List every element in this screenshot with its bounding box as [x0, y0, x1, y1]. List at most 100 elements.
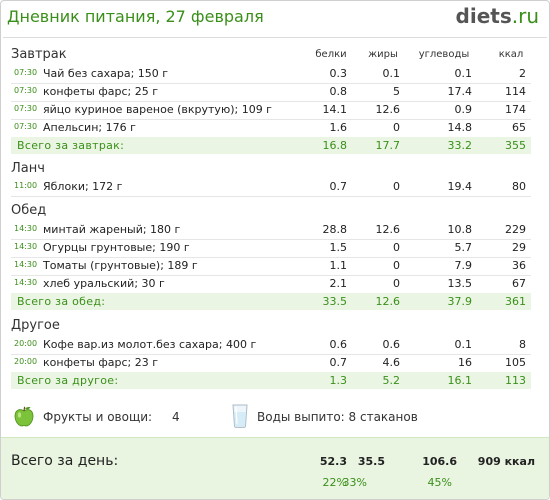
entry-time: 20:00: [14, 339, 38, 348]
carbs-value: 0.1: [454, 338, 473, 351]
protein-value: 2.1: [329, 277, 348, 290]
total-carbs: 37.9: [447, 295, 473, 308]
day-protein: 52.3: [319, 455, 347, 468]
food-name[interactable]: минтай жареный; 180 г: [43, 223, 181, 236]
header: Дневник питания, 27 февраля diets.ru: [1, 1, 549, 37]
total-protein: 16.8: [322, 139, 348, 152]
total-carbs: 33.2: [447, 139, 473, 152]
day-fat-percent: 33%: [342, 476, 367, 489]
carbs-value: 10.8: [447, 223, 473, 236]
day-fat: 35.5: [357, 455, 385, 468]
total-protein: 33.5: [322, 295, 348, 308]
protein-value: 0.8: [329, 85, 348, 98]
table-row[interactable]: 07:30 Чай без сахара; 150 г 0.3 0.1 0.1 …: [11, 65, 531, 84]
carbs-value: 16: [458, 356, 472, 369]
total-protein: 1.3: [329, 374, 348, 387]
meal-title-dinner: Обед: [11, 203, 47, 218]
day-total-summary: Всего за день: 52.3 35.5 106.6 909 ккал …: [1, 437, 549, 499]
food-name[interactable]: Томаты (грунтовые); 189 г: [43, 259, 198, 272]
fat-value: 0.1: [382, 67, 401, 80]
daily-extras: Фрукты и овощи: 4 Воды выпито: 8 стакано…: [11, 403, 531, 433]
page-title: Дневник питания, 27 февраля: [7, 7, 264, 26]
kcal-value: 2: [519, 67, 526, 80]
carbs-value: 0.1: [454, 67, 473, 80]
meal-title-other: Другое: [11, 318, 60, 333]
fat-value: 0: [393, 277, 400, 290]
protein-value: 1.5: [329, 241, 348, 254]
total-label: Всего за другое:: [17, 374, 119, 387]
fat-value: 0: [393, 259, 400, 272]
food-name[interactable]: Кофе вар.из молот.без сахара; 400 г: [43, 338, 257, 351]
protein-value: 0.7: [329, 356, 348, 369]
logo-tld: .ru: [511, 4, 539, 28]
protein-value: 0.7: [329, 180, 348, 193]
entry-time: 07:30: [14, 122, 38, 131]
total-label: Всего за обед:: [17, 295, 106, 308]
fat-value: 0: [393, 180, 400, 193]
entry-time: 20:00: [14, 357, 38, 366]
table-row[interactable]: 14:30 хлеб уральский; 30 г 2.1 0 13.5 67: [11, 275, 531, 294]
meal-total-other: Всего за другое: 1.3 5.2 16.1 113: [11, 372, 531, 389]
food-name[interactable]: Апельсин; 176 г: [43, 121, 136, 134]
table-row[interactable]: 20:00 конфеты фарс; 23 г 0.7 4.6 16 105: [11, 354, 531, 373]
day-total-label: Всего за день:: [11, 453, 119, 469]
food-name[interactable]: хлеб уральский; 30 г: [43, 277, 165, 290]
total-kcal: 355: [505, 139, 526, 152]
header-divider: [3, 37, 547, 38]
table-row[interactable]: 07:30 яйцо куриное вареное (вкрутую); 10…: [11, 101, 531, 120]
total-kcal: 113: [505, 374, 526, 387]
day-carbs: 106.6: [422, 455, 457, 468]
kcal-value: 114: [505, 85, 526, 98]
table-row[interactable]: 14:30 Огурцы грунтовые; 190 г 1.5 0 5.7 …: [11, 239, 531, 258]
protein-value: 1.6: [329, 121, 348, 134]
food-name[interactable]: конфеты фарс; 25 г: [43, 85, 158, 98]
day-protein-percent: 22%: [322, 476, 347, 489]
table-row[interactable]: 14:30 Томаты (грунтовые); 189 г 1.1 0 7.…: [11, 257, 531, 276]
protein-value: 0.6: [329, 338, 348, 351]
kcal-value: 65: [512, 121, 526, 134]
table-row[interactable]: 14:30 минтай жареный; 180 г 28.8 12.6 10…: [11, 221, 531, 240]
protein-value: 28.8: [322, 223, 348, 236]
food-name[interactable]: Чай без сахара; 150 г: [43, 67, 169, 80]
kcal-value: 105: [505, 356, 526, 369]
column-header-protein: белки: [315, 49, 347, 60]
day-kcal: 909 ккал: [477, 455, 535, 468]
fat-value: 0: [393, 121, 400, 134]
table-row[interactable]: 07:30 Апельсин; 176 г 1.6 0 14.8 65: [11, 119, 531, 138]
green-apple-icon: [14, 406, 34, 427]
table-row[interactable]: 11:00 Яблоки; 172 г 0.7 0 19.4 80: [11, 178, 531, 197]
food-name[interactable]: Огурцы грунтовые; 190 г: [43, 241, 190, 254]
kcal-value: 8: [519, 338, 526, 351]
site-logo[interactable]: diets.ru: [456, 4, 539, 28]
total-kcal: 361: [505, 295, 526, 308]
food-name[interactable]: яйцо куриное вареное (вкрутую); 109 г: [43, 103, 272, 116]
total-label: Всего за завтрак:: [17, 139, 125, 152]
column-header-fat: жиры: [368, 49, 398, 60]
carbs-value: 13.5: [447, 277, 473, 290]
food-name[interactable]: конфеты фарс; 23 г: [43, 356, 158, 369]
protein-value: 0.3: [329, 67, 348, 80]
table-row[interactable]: 07:30 конфеты фарс; 25 г 0.8 5 17.4 114: [11, 83, 531, 102]
carbs-value: 14.8: [447, 121, 473, 134]
kcal-value: 229: [505, 223, 526, 236]
kcal-value: 174: [505, 103, 526, 116]
water-drunk-label: Воды выпито: 8 стаканов: [257, 410, 418, 424]
table-row[interactable]: 20:00 Кофе вар.из молот.без сахара; 400 …: [11, 336, 531, 355]
column-header-carbs: углеводы: [418, 49, 470, 60]
food-name[interactable]: Яблоки; 172 г: [43, 180, 123, 193]
entry-time: 07:30: [14, 86, 38, 95]
meal-total-breakfast: Всего за завтрак: 16.8 17.7 33.2 355: [11, 137, 531, 154]
carbs-value: 19.4: [447, 180, 473, 193]
fruits-veg-label: Фрукты и овощи:: [43, 410, 153, 424]
column-header-kcal: ккал: [498, 49, 524, 60]
entry-time: 07:30: [14, 68, 38, 77]
meal-title-breakfast: Завтрак: [11, 47, 67, 62]
logo-main: diets: [455, 4, 512, 28]
fat-value: 5: [393, 85, 400, 98]
fat-value: 0.6: [382, 338, 401, 351]
carbs-value: 17.4: [447, 85, 473, 98]
kcal-value: 80: [512, 180, 526, 193]
total-fat: 17.7: [375, 139, 401, 152]
carbs-value: 7.9: [454, 259, 473, 272]
